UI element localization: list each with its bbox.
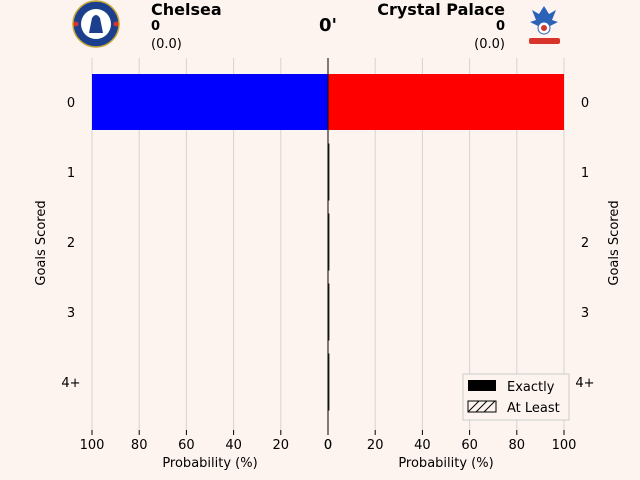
legend-hatch-line: [475, 400, 488, 413]
home-score: 0: [151, 19, 161, 34]
left-x-axis-label: Probability (%): [162, 456, 257, 471]
home-team-name: Chelsea: [151, 0, 222, 19]
x-tick-label: 0: [324, 438, 332, 453]
legend-hatch-line: [483, 400, 496, 413]
legend-hatch-line: [467, 400, 480, 413]
x-tick-label: 40: [225, 438, 242, 453]
right-y-tick-label: 2: [581, 236, 589, 251]
legend: Exactly At Least: [462, 373, 570, 421]
left-y-tick-label: 0: [67, 96, 75, 111]
legend-atleast-swatch: [467, 400, 497, 413]
away-team-name: Crystal Palace: [377, 0, 505, 19]
right-y-tick-label: 0: [581, 96, 589, 111]
away-xg: (0.0): [474, 37, 505, 52]
right-y-tick-label: 1: [581, 166, 589, 181]
chelsea-crest-icon: [72, 0, 120, 48]
x-tick-label: 20: [367, 438, 384, 453]
right-y-axis-label: Goals Scored: [607, 200, 622, 285]
x-tick-label: 60: [461, 438, 478, 453]
home-xg: (0.0): [151, 37, 182, 52]
x-tick-label: 40: [414, 438, 431, 453]
x-tick-label: 100: [552, 438, 577, 453]
legend-exactly-swatch: [468, 380, 496, 391]
x-tick-label: 0: [324, 438, 332, 453]
away-score: 0: [495, 19, 505, 34]
legend-exactly-label: Exactly: [507, 380, 555, 395]
x-tick-label: 100: [80, 438, 105, 453]
home-bar-0: [92, 74, 328, 130]
x-tick-label: 20: [273, 438, 290, 453]
x-tick-label: 60: [178, 438, 195, 453]
left-y-tick-label: 3: [67, 306, 75, 321]
x-tick-label: 80: [131, 438, 148, 453]
left-y-tick-label: 2: [67, 236, 75, 251]
right-x-axis-label: Probability (%): [398, 456, 493, 471]
left-y-tick-label: 1: [67, 166, 75, 181]
away-bar-0: [328, 74, 564, 130]
right-y-tick-label: 3: [581, 306, 589, 321]
left-y-tick-label: 4+: [61, 376, 80, 391]
crystal-palace-crest-icon: [529, 6, 560, 44]
left-y-axis-label: Goals Scored: [34, 200, 49, 285]
legend-atleast-label: At Least: [507, 401, 560, 416]
x-tick-label: 80: [509, 438, 526, 453]
right-y-tick-label: 4+: [575, 376, 594, 391]
match-minute: 0': [318, 15, 338, 36]
